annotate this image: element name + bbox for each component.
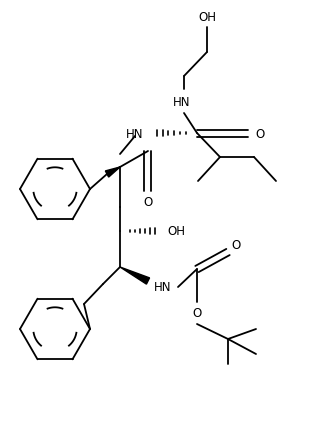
Polygon shape [120,267,150,285]
Text: O: O [192,307,201,320]
Text: HN: HN [126,127,143,140]
Text: HN: HN [173,95,191,108]
Text: O: O [143,195,153,208]
Polygon shape [105,168,120,178]
Text: O: O [255,127,265,140]
Text: HN: HN [154,281,172,294]
Text: OH: OH [198,10,216,24]
Text: O: O [231,239,241,252]
Text: OH: OH [167,225,185,238]
